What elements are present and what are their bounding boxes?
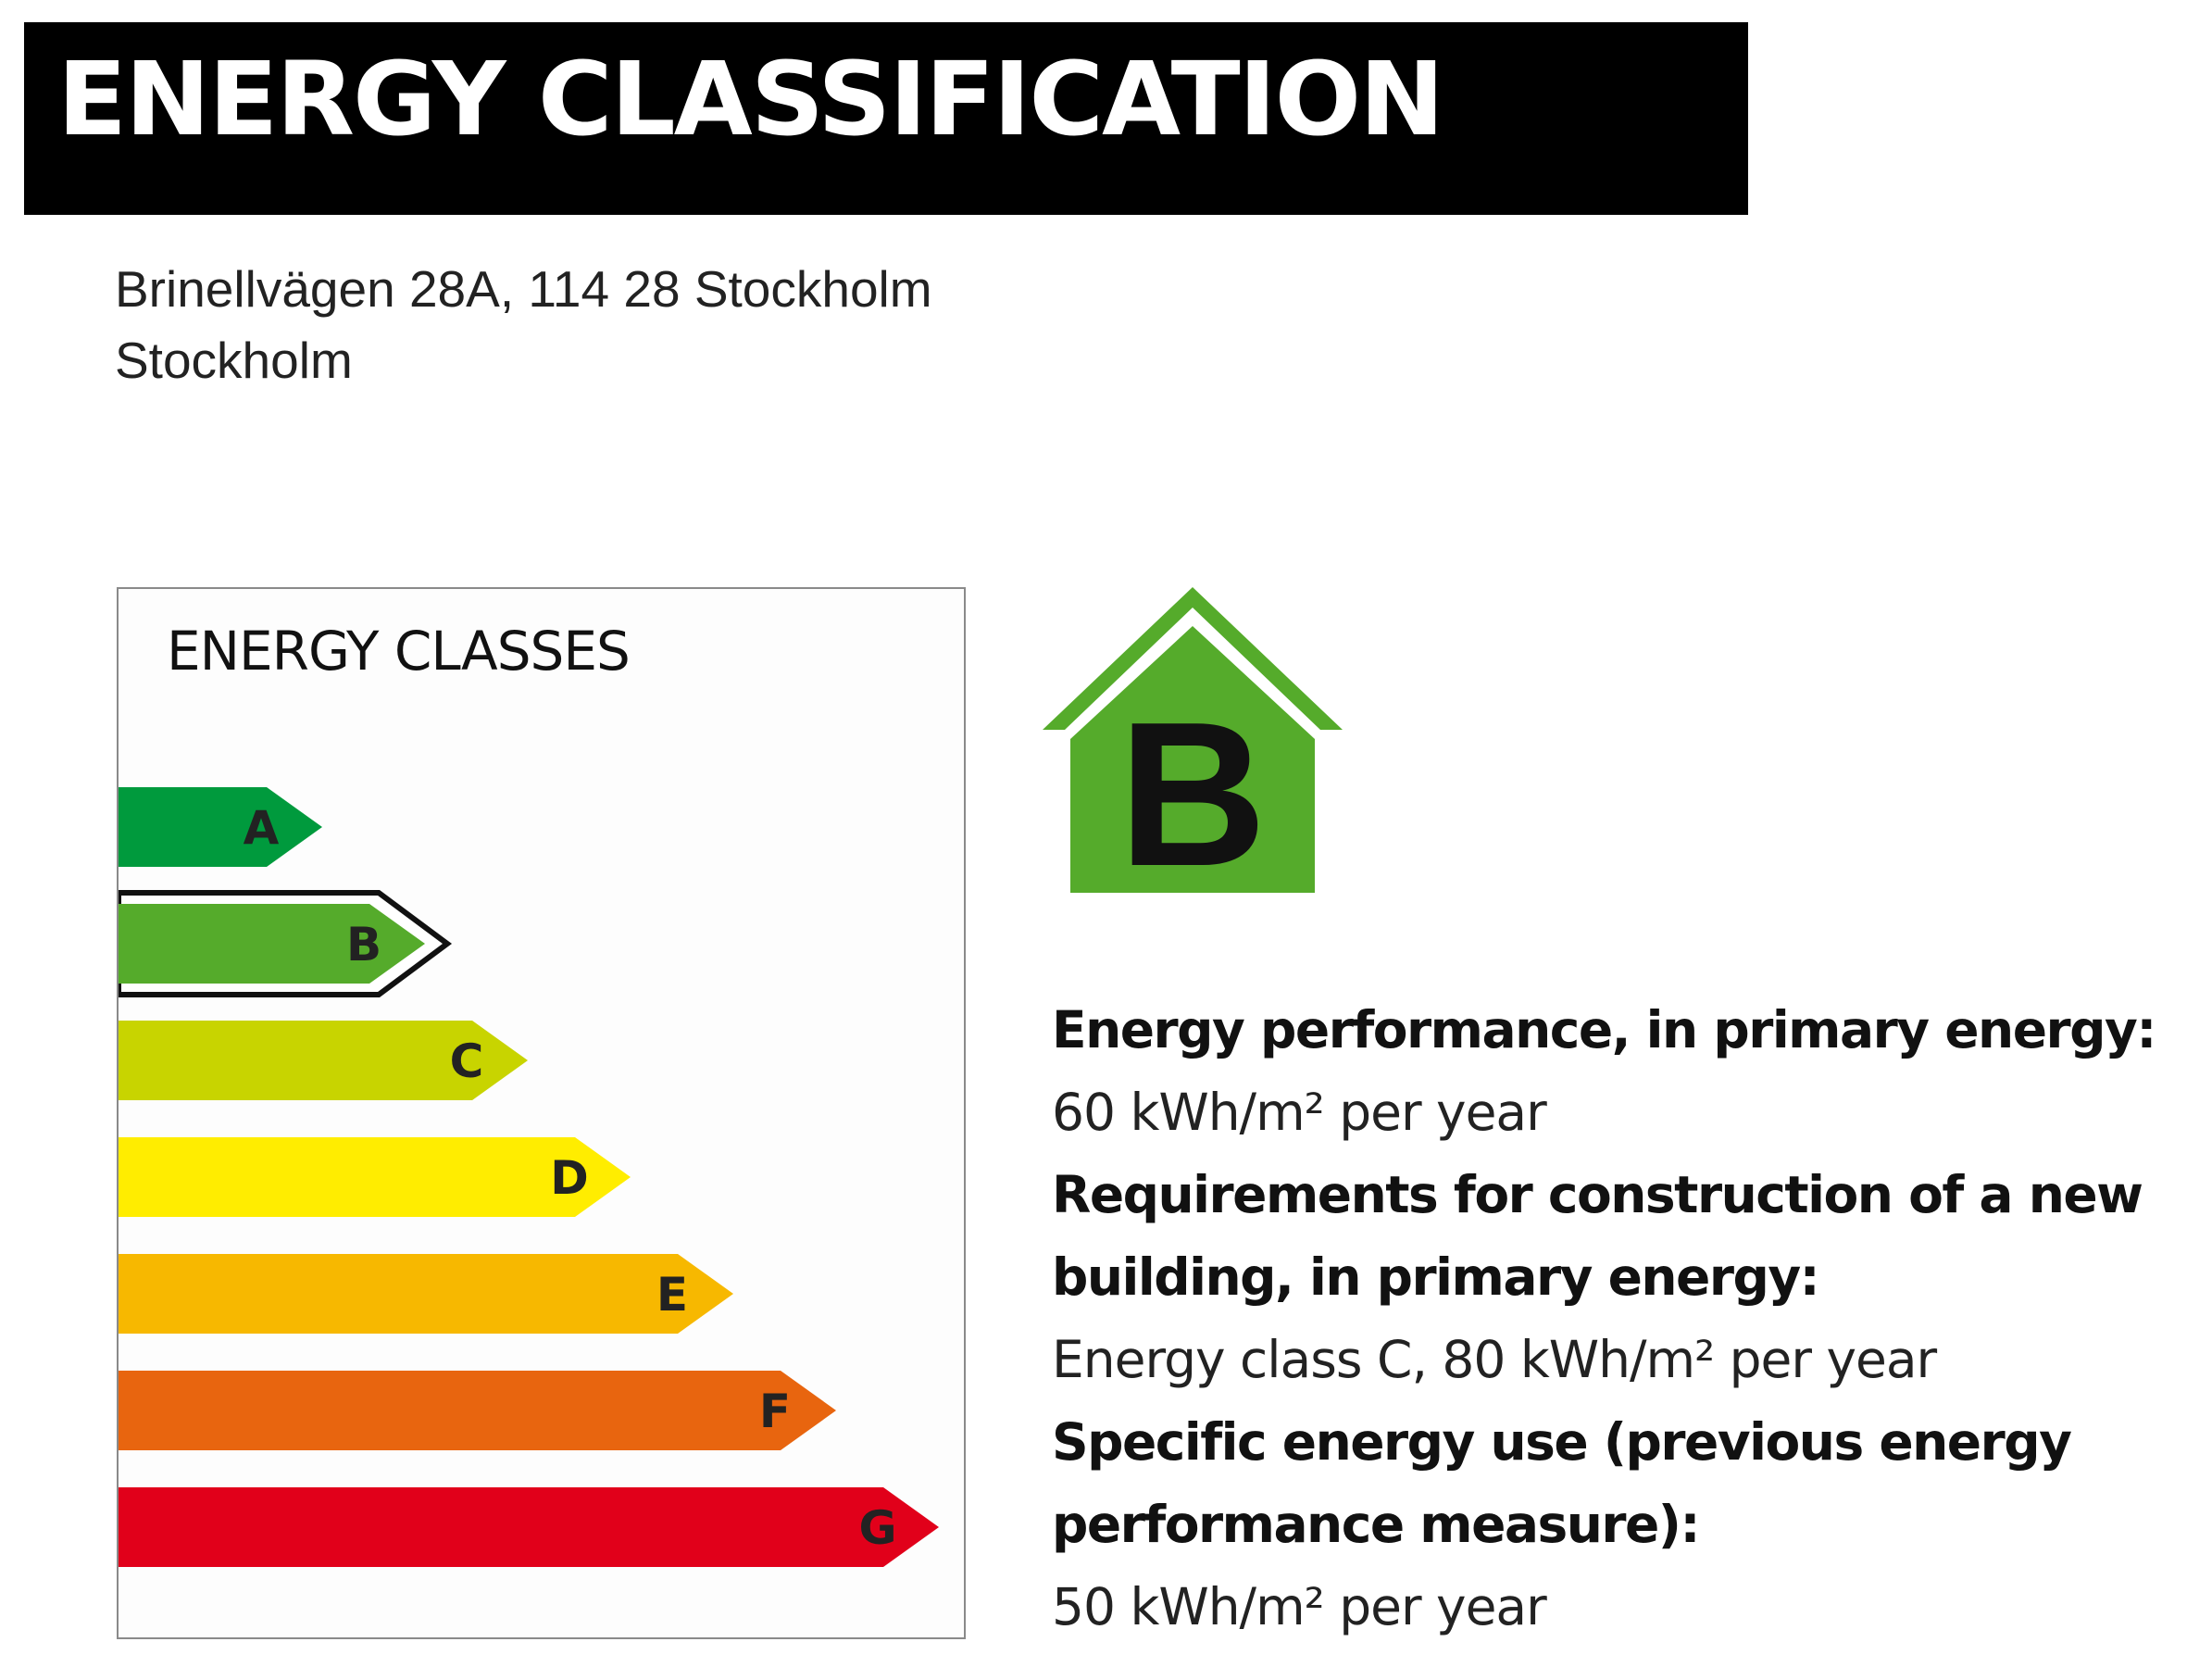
house-roof-icon [1043,587,1343,730]
energy-class-label-d: D [550,1151,589,1205]
energy-class-bar-c [119,1021,528,1100]
energy-class-g: G [119,1487,939,1567]
requirements-heading-line-2: building, in primary energy: [1052,1247,1820,1307]
energy-class-bar-b [119,904,425,984]
requirements-heading-line-1: Requirements for construction of a new [1052,1165,2143,1224]
specific-use-heading-line-1: Specific energy use (previous energy [1052,1412,2072,1472]
energy-info: Energy performance, in primary energy: 6… [1052,989,2209,1648]
energy-scale: A B C D E F G [119,787,939,1567]
energy-class-label-e: E [656,1268,688,1322]
specific-use-value: 50 kWh/m² per year [1052,1577,1547,1636]
page-title: ENERGY CLASSIFICATION [57,40,1444,158]
performance-value: 60 kWh/m² per year [1052,1083,1547,1142]
energy-class-e: E [119,1254,733,1334]
house-body-icon [1070,626,1315,893]
energy-class-label-c: C [450,1034,484,1088]
address-city: Stockholm [115,332,353,389]
energy-classes-panel: A B C D E F G ENERGY CLASSES [117,587,966,1639]
rating-letter: B [1118,680,1267,906]
energy-class-bar-d [119,1137,631,1217]
specific-use-heading-line-2: performance measure): [1052,1495,1700,1554]
energy-class-bar-g [119,1487,939,1567]
address-street: Brinellvägen 28A, 114 28 Stockholm [115,260,932,318]
energy-class-bar-e [119,1254,733,1334]
rating-house-badge: B [1043,587,1343,906]
energy-class-label-f: F [759,1385,791,1438]
energy-class-c: C [119,1021,528,1100]
performance-heading: Energy performance, in primary energy: [1052,1000,2156,1059]
energy-class-b: B [119,890,453,997]
energy-class-bar-a [119,787,322,867]
requirements-value: Energy class C, 80 kWh/m² per year [1052,1330,1937,1389]
energy-class-label-g: G [858,1501,896,1555]
title-banner: ENERGY CLASSIFICATION [24,22,1748,215]
energy-class-f: F [119,1371,836,1450]
energy-class-label-a: A [244,801,280,855]
energy-class-a: A [119,787,322,867]
energy-class-label-b: B [346,918,381,971]
energy-class-bar-f [119,1371,836,1450]
energy-class-d: D [119,1137,631,1217]
energy-classes-title: ENERGY CLASSES [167,620,631,683]
